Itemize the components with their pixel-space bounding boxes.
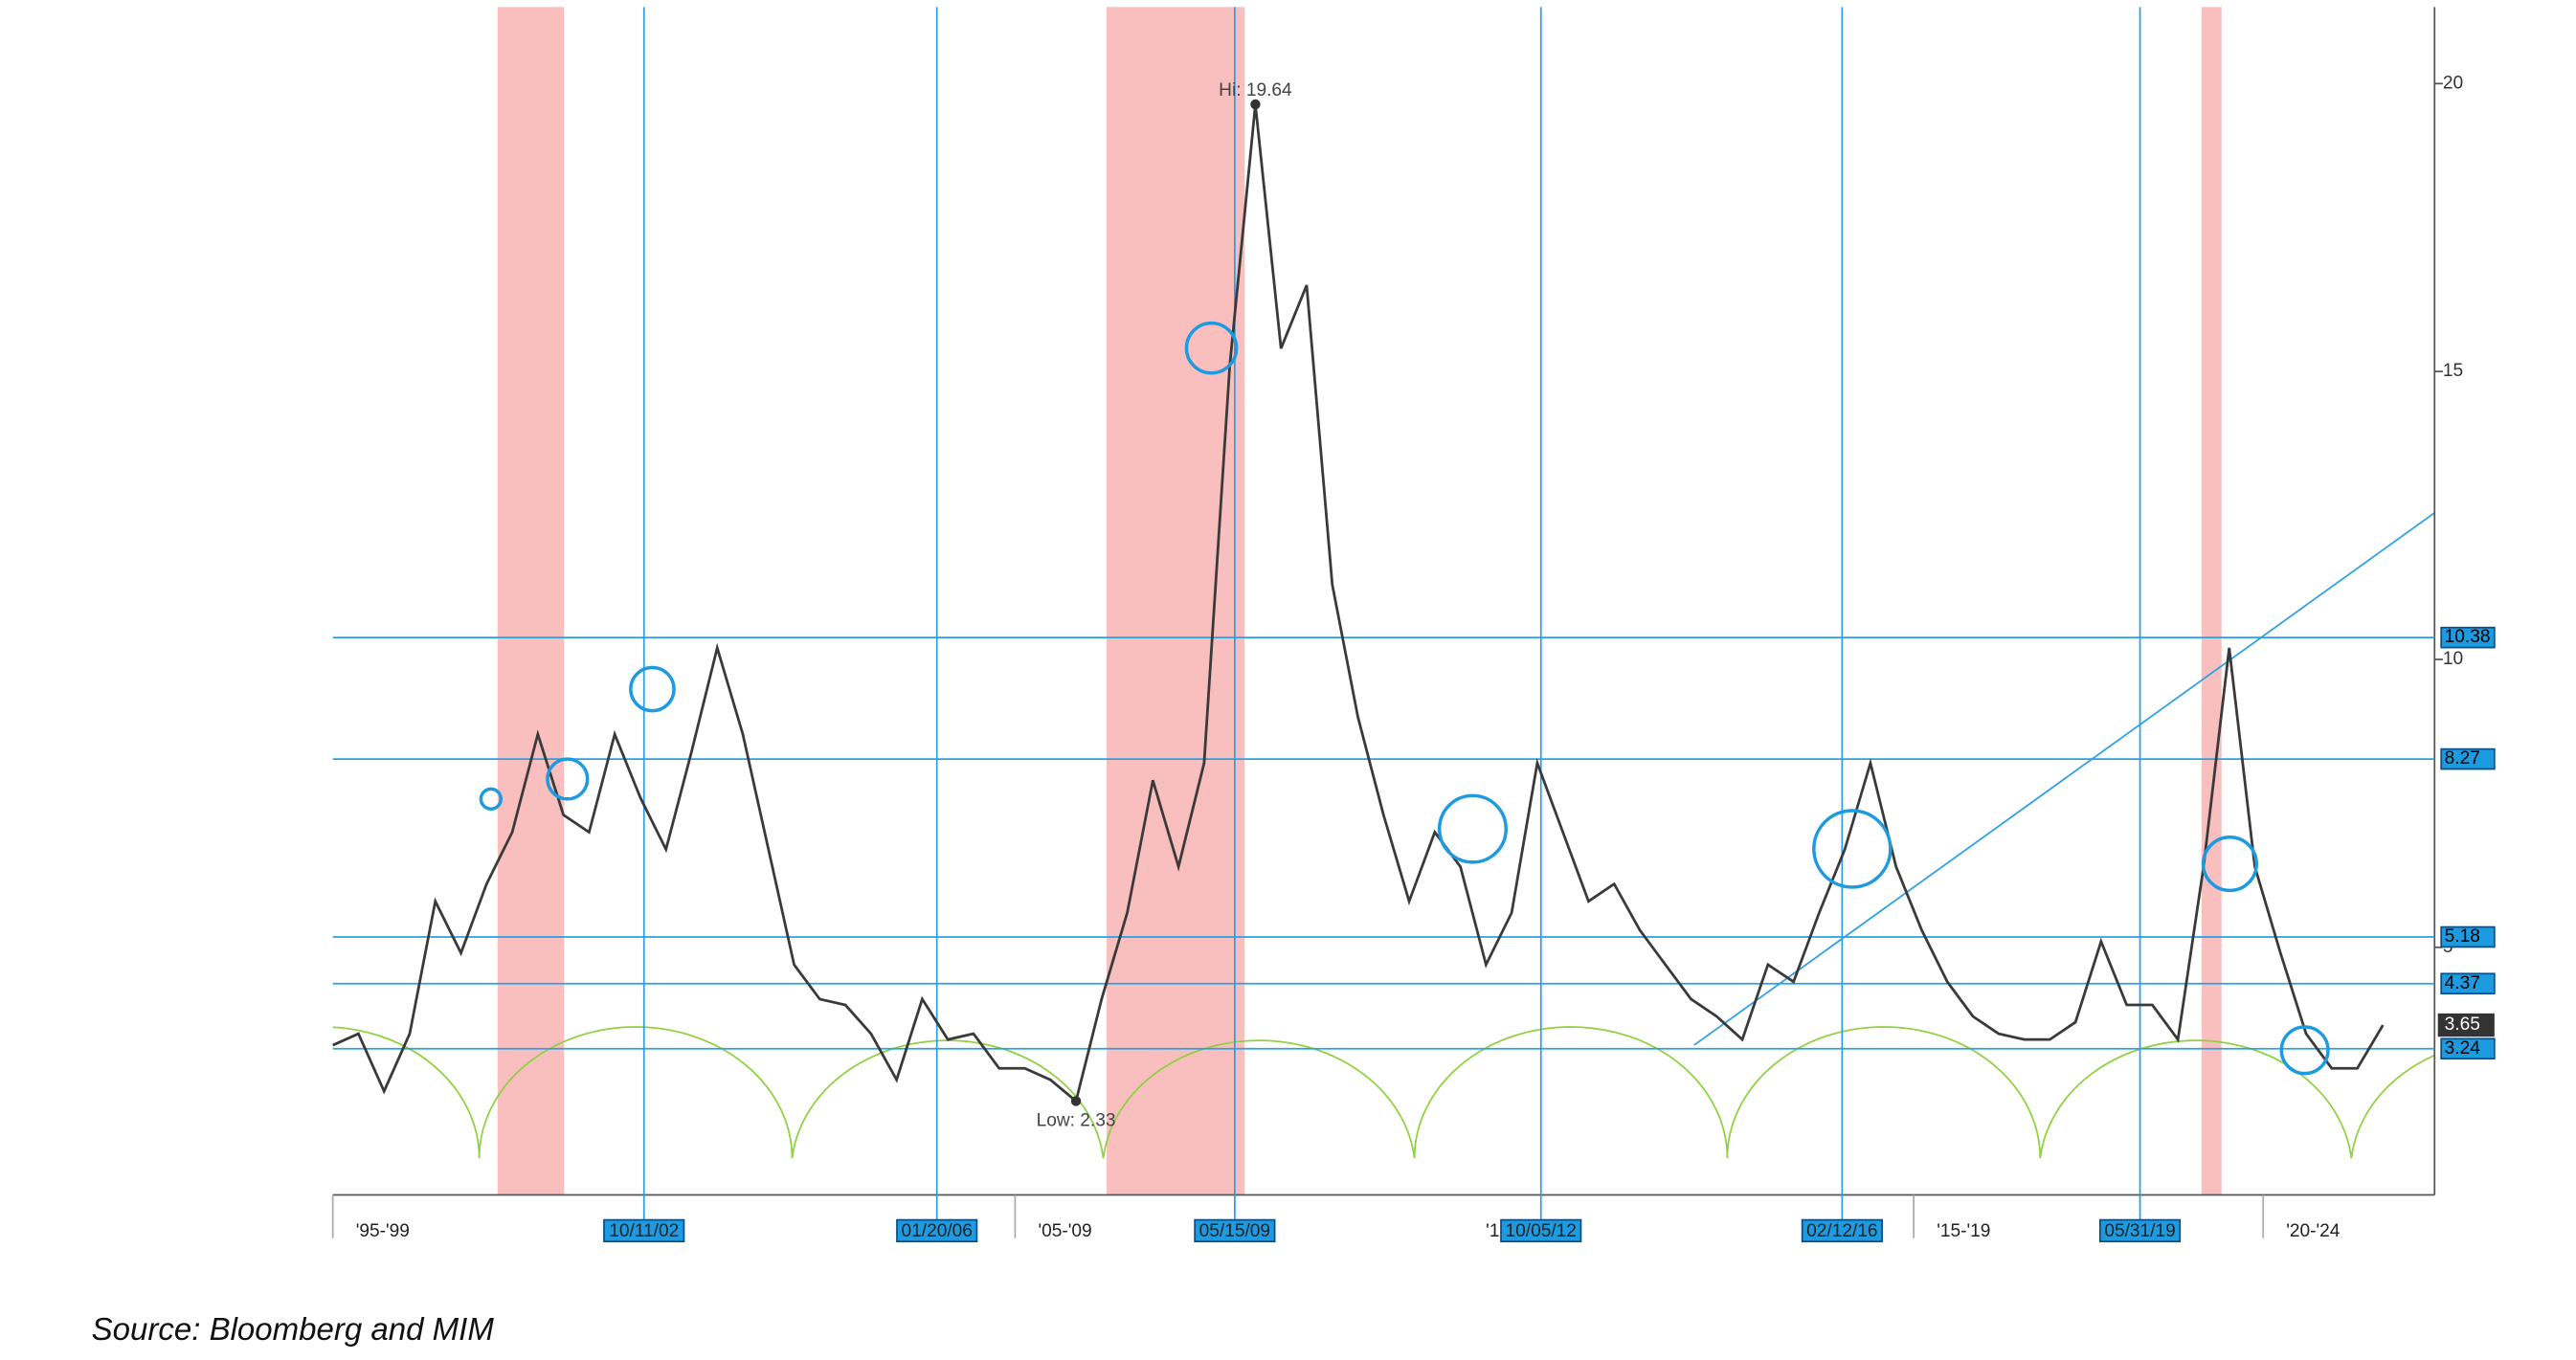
x-tick-label: 05/31/19 [2104, 1221, 2175, 1241]
date-box [896, 1218, 978, 1243]
level-box [2440, 1037, 2496, 1060]
circle [479, 787, 503, 811]
cycle-arc [332, 1026, 2435, 1159]
trend-line [1693, 512, 2435, 1046]
price-line [332, 103, 2385, 1104]
hi-annotation: Hi: 19.64 [1219, 80, 1292, 100]
level-box [2440, 925, 2496, 948]
level-box [2440, 972, 2496, 995]
circle [2201, 836, 2258, 893]
date-box [603, 1218, 685, 1243]
source-note: Source: Bloomberg and MIM [92, 1311, 495, 1347]
level-label: 10.38 [2445, 627, 2491, 647]
x-tick-label: 05/15/09 [1199, 1221, 1270, 1241]
x-tick-label: '05-'09 [1038, 1221, 1091, 1241]
x-tick-label: 10/11/02 [609, 1221, 679, 1241]
last-value-box [2437, 1013, 2495, 1037]
circle [1437, 793, 1508, 864]
level-label: 5.18 [2445, 926, 2480, 947]
recession-band [2201, 7, 2222, 1195]
y-tick-label: 15 [2443, 361, 2463, 381]
y-tick-label: 10 [2443, 649, 2463, 669]
level-label: 8.27 [2445, 748, 2480, 769]
circle [546, 757, 590, 801]
level-label: 3.24 [2445, 1038, 2481, 1059]
level-box [2440, 747, 2496, 770]
level-label: 4.37 [2445, 973, 2480, 993]
low-annotation: Low: 2.33 [1037, 1110, 1116, 1130]
x-tick-label: '15-'19 [1937, 1221, 1990, 1241]
circle [629, 665, 676, 713]
hi-marker [1250, 99, 1261, 110]
x-tick-label: '20-'24 [2286, 1221, 2341, 1241]
last-value-label: 3.65 [2445, 1014, 2480, 1035]
x-tick-label: '1 [1486, 1221, 1499, 1241]
low-marker [1070, 1096, 1082, 1106]
x-tick-label: 10/05/12 [1506, 1221, 1577, 1241]
circle [2279, 1025, 2330, 1076]
x-tick-label: 02/12/16 [1806, 1221, 1877, 1241]
y-tick-label: 20 [2443, 73, 2463, 93]
level-box [2440, 626, 2496, 649]
recession-band [1107, 7, 1245, 1195]
circle [1812, 809, 1893, 889]
date-box [1500, 1218, 1582, 1243]
recession-bands [497, 7, 2222, 1195]
x-tick-label: '95-'99 [356, 1221, 410, 1241]
highlight-circles [479, 321, 2330, 1076]
date-box [2098, 1218, 2182, 1243]
recession-band [497, 7, 565, 1195]
x-tick-label: 01/20/06 [902, 1221, 973, 1241]
circle [1184, 321, 1239, 375]
date-box [1194, 1218, 1276, 1243]
cycle-arcs [332, 1026, 2435, 1159]
date-box [1801, 1218, 1883, 1243]
